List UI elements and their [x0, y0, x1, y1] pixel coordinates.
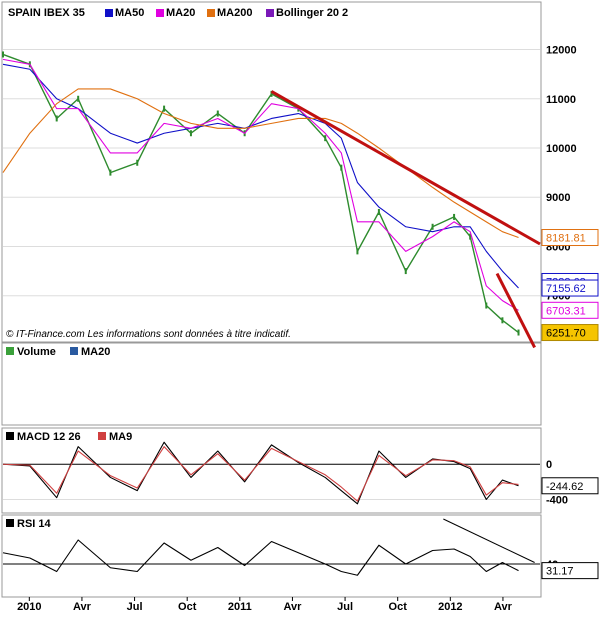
price-gridlines — [3, 49, 540, 297]
trendline — [443, 518, 535, 563]
value-tag-text: 8181.81 — [546, 233, 586, 245]
macd-y-ticks: 0 -400 — [546, 459, 568, 506]
legend-macd-signal-swatch — [98, 432, 106, 440]
legend-rsi-swatch — [6, 519, 14, 527]
legend-bollinger-swatch — [266, 9, 274, 17]
series-line-ma20 — [2, 58, 519, 311]
price-point — [163, 105, 166, 112]
price-point — [77, 95, 80, 102]
volume-panel — [1, 342, 542, 426]
y-tick-label: -400 — [546, 494, 568, 506]
macd-legend: MACD 12 26 MA9 — [6, 431, 132, 443]
legend-ma20-label: MA20 — [166, 7, 195, 19]
chart-title: SPAIN IBEX 35 — [8, 7, 85, 19]
price-point — [109, 169, 112, 176]
price-point — [404, 268, 407, 275]
rsi-series — [2, 539, 519, 576]
x-axis-ticks: 2010 Avr Jul Oct 2011 Avr Jul Oct 2012 Avr — [17, 597, 513, 613]
series-line-ma9 — [2, 446, 519, 502]
legend-bollinger-label: Bollinger 20 2 — [276, 7, 348, 19]
price-point — [216, 110, 219, 117]
value-tag-text: -244.62 — [546, 481, 583, 493]
value-tag-box — [541, 301, 599, 319]
x-tick-label: Avr — [73, 601, 92, 613]
x-tick-label: 2010 — [17, 601, 41, 613]
value-tag-box — [541, 324, 599, 342]
x-tick-label: Oct — [389, 601, 408, 613]
x-tick-label: Oct — [178, 601, 197, 613]
legend-rsi-label: RSI 14 — [17, 518, 52, 530]
value-tag-box — [541, 229, 599, 247]
price-point — [136, 159, 139, 166]
x-tick-label: Jul — [127, 601, 143, 613]
price-point — [324, 135, 327, 142]
legend-ma200-label: MA200 — [217, 7, 252, 19]
price-point — [469, 233, 472, 240]
trendline — [270, 90, 541, 246]
price-trendlines — [270, 90, 541, 349]
value-tag-text: 6703.31 — [546, 305, 586, 317]
value-tag-box — [541, 562, 599, 580]
price-point — [189, 130, 192, 137]
series-line-ma200 — [2, 88, 519, 239]
x-tick-label: Avr — [283, 601, 302, 613]
y-tick-label: 9000 — [546, 192, 570, 204]
legend-macd-label: MACD 12 26 — [17, 431, 81, 443]
rsi-trendline — [443, 518, 535, 563]
legend-volume-ma20-label: MA20 — [81, 346, 110, 358]
macd-series — [2, 441, 519, 505]
legend-volume-ma20-swatch — [70, 347, 78, 355]
legend-ma50-swatch — [105, 9, 113, 17]
rsi-value-tags: 31.17 — [541, 562, 599, 580]
x-tick-label: Jul — [337, 601, 353, 613]
value-tag-text: 7155.62 — [546, 283, 586, 295]
legend-volume-label: Volume — [17, 346, 56, 358]
price-point — [485, 302, 488, 309]
value-tag-box — [541, 279, 599, 297]
value-tag-text: 31.17 — [546, 566, 574, 578]
price-point — [270, 90, 273, 97]
legend-macd-signal-label: MA9 — [109, 431, 132, 443]
macd-value-tags: -244.62 — [541, 477, 599, 495]
y-tick-label: 0 — [546, 459, 552, 471]
price-point — [2, 51, 4, 58]
x-tick-label: 2012 — [438, 601, 462, 613]
volume-legend: Volume MA20 — [6, 346, 110, 358]
series-line-ma50 — [2, 63, 519, 289]
price-point — [501, 317, 504, 324]
y-tick-label: 12000 — [546, 45, 577, 57]
legend-ma200-swatch — [207, 9, 215, 17]
price-panel — [1, 1, 542, 343]
legend-volume-swatch — [6, 347, 14, 355]
series-line-rsi-14 — [2, 539, 519, 576]
price-series — [2, 51, 520, 336]
price-point — [55, 115, 58, 122]
x-tick-label: 2011 — [228, 601, 252, 613]
price-point — [517, 329, 520, 336]
x-tick-label: Avr — [494, 601, 513, 613]
value-tag-box — [541, 477, 599, 495]
copyright-footer: © IT-Finance.com Les informations sont d… — [6, 329, 291, 340]
price-point — [431, 223, 434, 230]
price-point — [377, 209, 380, 215]
rsi-panel — [1, 514, 542, 598]
legend-ma20-swatch — [156, 9, 164, 17]
legend-macd-swatch — [6, 432, 14, 440]
price-point — [340, 164, 343, 171]
rsi-legend: RSI 14 — [6, 518, 52, 530]
legend-ma50-label: MA50 — [115, 7, 144, 19]
value-tag-text: 6251.70 — [546, 328, 586, 340]
macd-gridlines — [3, 463, 540, 500]
price-point — [453, 213, 456, 220]
y-tick-label: 10000 — [546, 143, 577, 155]
price-point — [356, 248, 359, 255]
y-tick-label: 11000 — [546, 94, 576, 106]
price-legend: SPAIN IBEX 35 MA50 MA20 MA200 Bollinger … — [8, 7, 348, 19]
macd-panel — [1, 427, 542, 514]
trendline — [495, 272, 536, 349]
